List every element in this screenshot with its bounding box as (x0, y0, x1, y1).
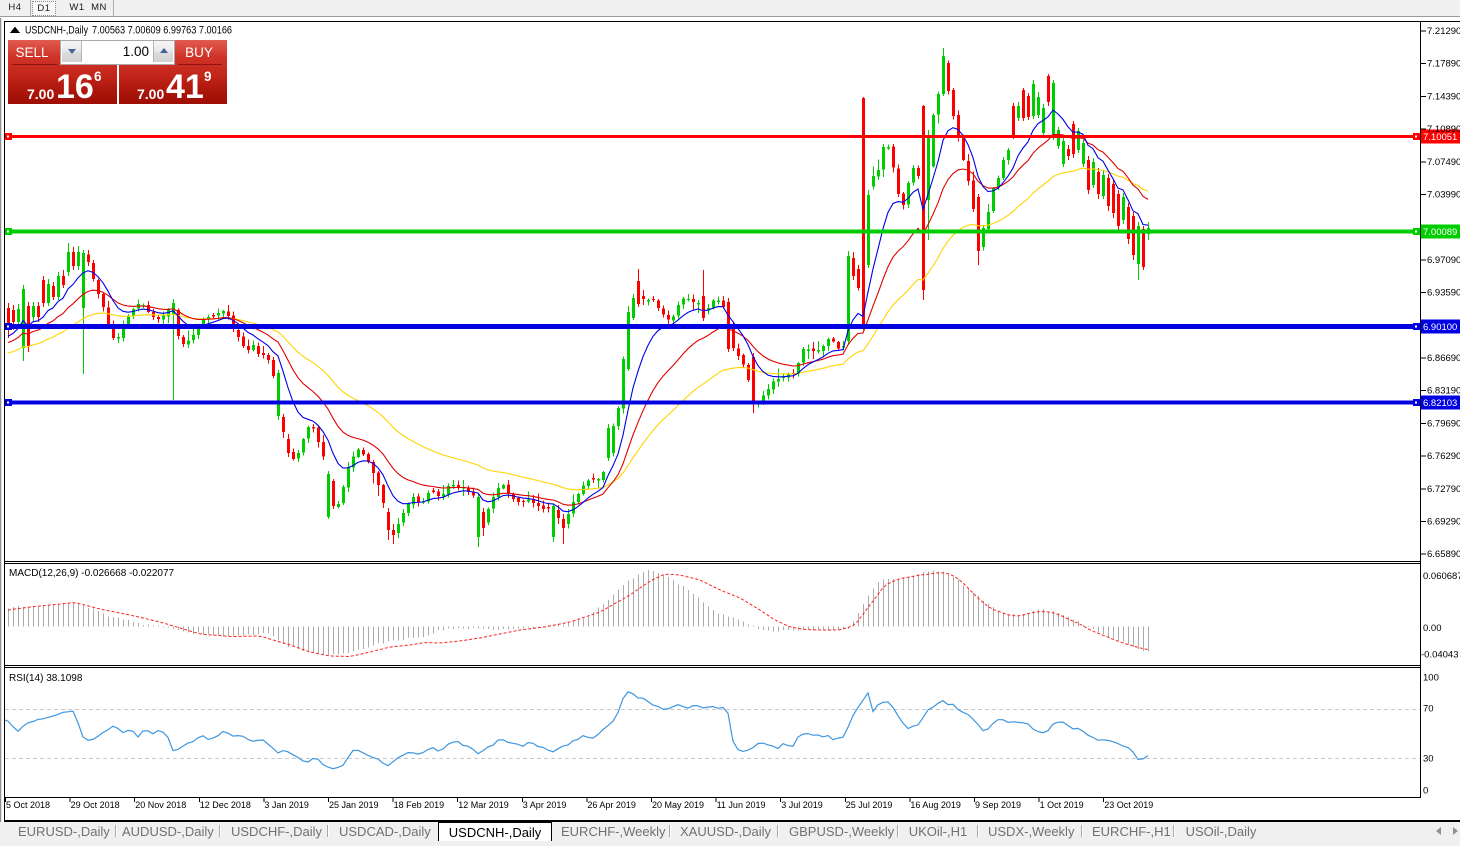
svg-text:6.72790: 6.72790 (1427, 484, 1460, 495)
svg-text:25 Jul 2019: 25 Jul 2019 (846, 800, 893, 810)
svg-text:6.79690: 6.79690 (1427, 418, 1460, 429)
svg-text:12 Dec 2018: 12 Dec 2018 (200, 800, 251, 810)
svg-text:-0.04043: -0.04043 (1421, 650, 1459, 661)
svg-text:7.03990: 7.03990 (1427, 190, 1460, 201)
svg-text:3 Apr 2019: 3 Apr 2019 (523, 800, 567, 810)
svg-text:11 Jun 2019: 11 Jun 2019 (717, 800, 766, 810)
svg-text:RSI(14) 38.1098: RSI(14) 38.1098 (9, 673, 83, 684)
svg-text:26 Apr 2019: 26 Apr 2019 (587, 800, 636, 810)
svg-text:USDCNH-,Daily: USDCNH-,Daily (25, 25, 88, 37)
svg-text:100: 100 (1423, 673, 1439, 684)
svg-text:6.86690: 6.86690 (1427, 353, 1460, 364)
svg-text:0.00: 0.00 (1423, 623, 1442, 634)
svg-text:3 Jan 2019: 3 Jan 2019 (264, 800, 309, 810)
svg-text:20 May 2019: 20 May 2019 (652, 800, 704, 810)
svg-text:6.82103: 6.82103 (1423, 398, 1457, 409)
svg-text:0: 0 (1423, 786, 1428, 797)
svg-text:5 Oct 2018: 5 Oct 2018 (6, 800, 50, 810)
svg-text:12 Mar 2019: 12 Mar 2019 (458, 800, 509, 810)
svg-text:6.90100: 6.90100 (1423, 322, 1457, 333)
svg-text:6.93590: 6.93590 (1427, 288, 1460, 299)
svg-text:3 Jul 2019: 3 Jul 2019 (781, 800, 823, 810)
svg-text:7.10051: 7.10051 (1423, 132, 1457, 143)
svg-text:18 Feb 2019: 18 Feb 2019 (394, 800, 445, 810)
svg-text:30: 30 (1423, 754, 1434, 765)
svg-text:20 Nov 2018: 20 Nov 2018 (135, 800, 186, 810)
svg-text:6.83190: 6.83190 (1427, 386, 1460, 397)
svg-text:7.00563 7.00609 6.99763 7.0016: 7.00563 7.00609 6.99763 7.00166 (92, 25, 232, 37)
svg-text:7.17890: 7.17890 (1427, 59, 1460, 70)
svg-text:0.060687: 0.060687 (1423, 571, 1460, 582)
svg-text:23 Oct 2019: 23 Oct 2019 (1104, 800, 1153, 810)
svg-text:MACD(12,26,9) -0.026668 -0.022: MACD(12,26,9) -0.026668 -0.022077 (9, 568, 175, 579)
svg-text:6.97090: 6.97090 (1427, 255, 1460, 266)
svg-text:6.69290: 6.69290 (1427, 517, 1460, 528)
svg-text:7.00089: 7.00089 (1423, 227, 1457, 238)
svg-text:16 Aug 2019: 16 Aug 2019 (910, 800, 961, 810)
svg-text:7.10890: 7.10890 (1427, 124, 1460, 135)
svg-text:70: 70 (1423, 704, 1434, 715)
svg-text:7.14390: 7.14390 (1427, 91, 1460, 102)
svg-text:25 Jan 2019: 25 Jan 2019 (329, 800, 379, 810)
svg-text:1 Oct 2019: 1 Oct 2019 (1040, 800, 1084, 810)
svg-text:6.65890: 6.65890 (1427, 549, 1460, 560)
svg-text:6.76290: 6.76290 (1427, 451, 1460, 462)
svg-text:7.07490: 7.07490 (1427, 157, 1460, 168)
svg-text:7.21290: 7.21290 (1427, 26, 1460, 37)
svg-text:9 Sep 2019: 9 Sep 2019 (975, 800, 1021, 810)
svg-text:29 Oct 2018: 29 Oct 2018 (71, 800, 120, 810)
